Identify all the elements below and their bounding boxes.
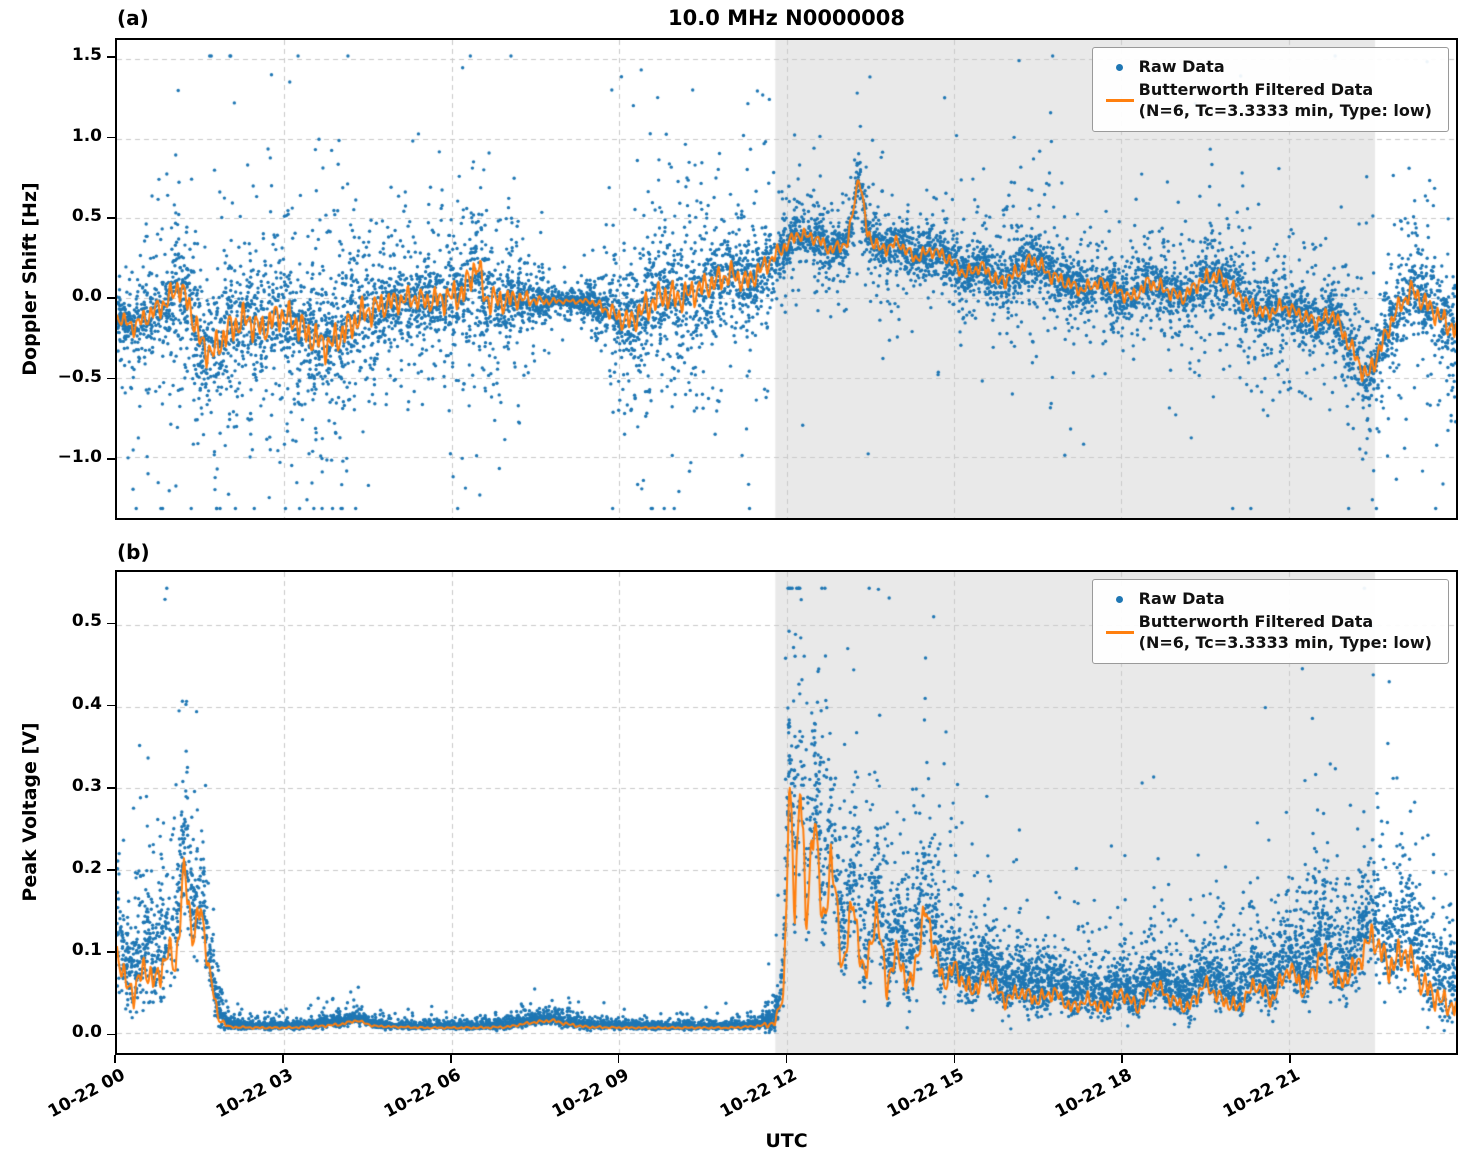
legend-filtered-label-line2: (N=6, Tc=3.3333 min, Type: low) [1138,100,1432,120]
y-tick-label: 1.5 [71,45,102,66]
x-tick-label: 10-22 15 [884,1065,968,1123]
panel-b-label: (b) [117,540,150,564]
y-tick-label: 0.4 [71,693,102,714]
figure-title: 10.0 MHz N0000008 [668,6,905,30]
raw-data-dot-icon [1101,63,1139,71]
y-tick-mark [107,458,115,460]
x-tick-label: 10-22 03 [212,1065,297,1123]
y-tick-label: 0.3 [71,775,102,796]
y-tick-label: 0.0 [71,286,102,307]
x-tick-mark [282,1055,284,1063]
legend-filtered-label: Butterworth Filtered Data (N=6, Tc=3.333… [1139,612,1432,654]
x-tick-mark [449,1055,452,1063]
panel-b-legend: Raw Data Butterworth Filtered Data (N=6,… [1091,579,1449,665]
raw-data-dot-icon [1101,595,1139,603]
x-tick-label: 10-22 21 [1219,1065,1304,1123]
x-tick-mark [114,1055,116,1063]
y-tick-mark [107,1033,115,1036]
legend-filtered-label-line1: Butterworth Filtered Data [1138,79,1374,99]
legend-item-filtered-data: Butterworth Filtered Data (N=6, Tc=3.333… [1101,612,1432,654]
y-tick-label: 0.1 [71,940,102,961]
y-tick-mark [107,869,115,871]
legend-filtered-label: Butterworth Filtered Data (N=6, Tc=3.333… [1139,80,1432,122]
filtered-line-icon [1101,631,1139,634]
y-tick-mark [107,622,115,625]
y-tick-mark [107,297,115,300]
x-tick-mark [1121,1055,1124,1063]
x-tick-mark [1289,1055,1291,1063]
x-tick-label: 10-22 00 [44,1065,129,1123]
panel-a-plot-area: Raw Data Butterworth Filtered Data (N=6,… [115,38,1458,520]
legend-item-raw-data: Raw Data [1101,57,1432,78]
y-tick-mark [107,787,115,789]
x-tick-label: 10-22 09 [548,1065,633,1123]
panel-a-legend: Raw Data Butterworth Filtered Data (N=6,… [1091,47,1449,133]
y-tick-label: −1.0 [57,446,102,467]
x-tick-label: 10-22 18 [1052,1065,1136,1123]
filtered-line-icon [1101,99,1139,102]
legend-filtered-label-line2: (N=6, Tc=3.3333 min, Type: low) [1138,632,1432,652]
y-tick-mark [107,56,115,59]
x-axis-label: UTC [765,1130,808,1152]
legend-item-raw-data: Raw Data [1101,589,1432,610]
y-tick-mark [107,704,115,707]
legend-item-filtered-data: Butterworth Filtered Data (N=6, Tc=3.333… [1101,80,1432,122]
x-tick-mark [617,1055,620,1063]
x-tick-label: 10-22 06 [380,1065,465,1123]
y-tick-label: 0.2 [71,858,102,879]
legend-raw-label: Raw Data [1138,589,1225,608]
legend-filtered-label-line1: Butterworth Filtered Data [1138,611,1374,631]
y-tick-mark [107,136,115,139]
x-tick-mark [785,1055,788,1063]
x-tick-mark [953,1055,956,1063]
x-tick-label: 10-22 12 [716,1065,800,1123]
panel-a-y-axis-label: Doppler Shift [Hz] [19,182,41,376]
y-tick-mark [107,217,115,219]
legend-raw-label: Raw Data [1138,57,1225,76]
panel-b-plot-area: Raw Data Butterworth Filtered Data (N=6,… [115,570,1458,1055]
y-tick-mark [107,951,115,954]
y-tick-mark [107,377,115,380]
panel-b-y-axis-label: Peak Voltage [V] [19,722,41,902]
y-tick-label: 0.0 [71,1022,102,1043]
y-tick-label: 0.5 [71,611,102,632]
y-tick-label: 1.0 [71,125,102,146]
y-tick-label: −0.5 [57,366,102,387]
y-tick-label: 0.5 [71,205,102,226]
panel-a-label: (a) [117,6,149,30]
